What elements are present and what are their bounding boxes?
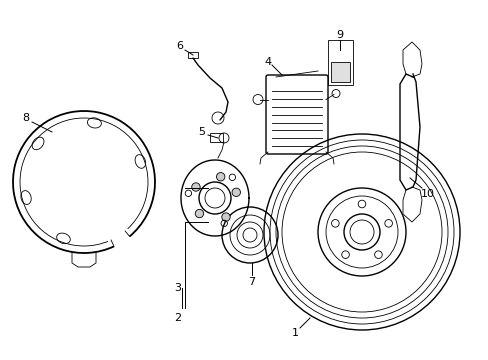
Text: 8: 8 — [22, 113, 29, 123]
Text: 2: 2 — [174, 313, 181, 323]
Text: 10: 10 — [420, 189, 434, 199]
Bar — [327, 40, 352, 85]
Circle shape — [232, 188, 240, 197]
Bar — [330, 62, 349, 82]
Circle shape — [191, 183, 200, 191]
Text: 1: 1 — [291, 328, 298, 338]
Bar — [187, 52, 198, 58]
Circle shape — [195, 210, 203, 218]
Text: 7: 7 — [248, 277, 255, 287]
Text: 6: 6 — [176, 41, 183, 51]
Text: 4: 4 — [264, 57, 271, 67]
Circle shape — [222, 213, 230, 221]
Text: 3: 3 — [174, 283, 181, 293]
Text: 5: 5 — [198, 127, 205, 137]
Text: 9: 9 — [336, 30, 343, 40]
Circle shape — [216, 172, 224, 181]
Bar — [209, 133, 223, 142]
